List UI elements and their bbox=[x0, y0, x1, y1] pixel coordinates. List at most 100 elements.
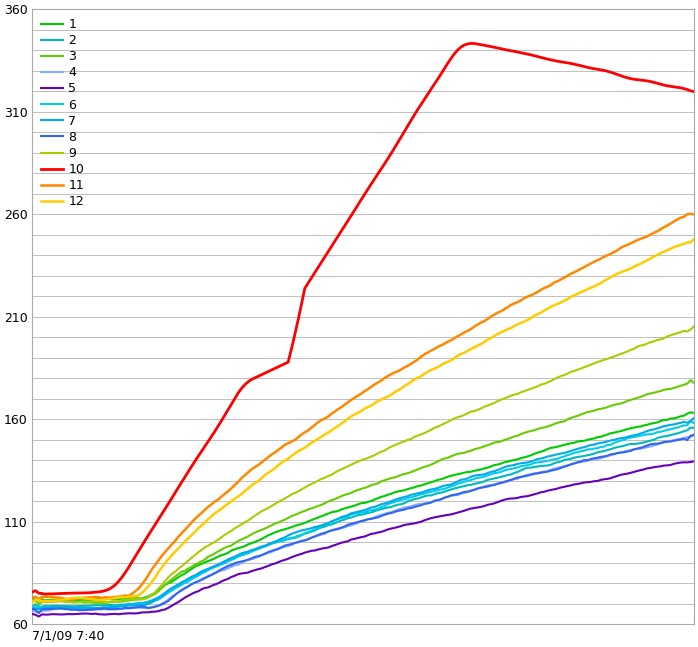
1 bbox=[637, 422, 645, 430]
12 bbox=[656, 249, 664, 257]
8 bbox=[71, 606, 80, 613]
11 bbox=[71, 595, 80, 603]
3 bbox=[637, 393, 645, 400]
Legend: 1, 2, 3, 4, 5, 6, 7, 8, 9, 10, 11, 12: 1, 2, 3, 4, 5, 6, 7, 8, 9, 10, 11, 12 bbox=[37, 14, 88, 212]
5 bbox=[154, 608, 163, 615]
9 bbox=[68, 598, 76, 606]
2 bbox=[633, 440, 641, 448]
Line: 12: 12 bbox=[32, 239, 694, 602]
7 bbox=[656, 423, 664, 431]
1 bbox=[207, 556, 216, 564]
11 bbox=[68, 596, 76, 604]
3 bbox=[71, 598, 80, 606]
4 bbox=[637, 444, 645, 452]
7 bbox=[690, 414, 698, 422]
3 bbox=[34, 600, 43, 608]
6 bbox=[686, 417, 695, 425]
6 bbox=[58, 605, 66, 613]
Line: 1: 1 bbox=[32, 412, 694, 600]
2 bbox=[68, 602, 76, 610]
11 bbox=[154, 556, 163, 564]
1 bbox=[31, 597, 40, 604]
9 bbox=[154, 585, 163, 593]
3 bbox=[690, 379, 698, 387]
7 bbox=[28, 606, 36, 613]
8 bbox=[154, 602, 163, 609]
5 bbox=[690, 457, 698, 465]
10 bbox=[41, 590, 50, 598]
1 bbox=[71, 596, 80, 604]
6 bbox=[31, 606, 40, 613]
9 bbox=[28, 598, 36, 606]
2 bbox=[54, 602, 63, 609]
11 bbox=[207, 500, 216, 508]
8 bbox=[34, 609, 43, 617]
4 bbox=[154, 602, 163, 609]
11 bbox=[690, 210, 698, 218]
2 bbox=[656, 433, 664, 441]
Line: 9: 9 bbox=[32, 327, 694, 602]
5 bbox=[660, 462, 668, 470]
10 bbox=[58, 589, 66, 597]
3 bbox=[28, 598, 36, 606]
3 bbox=[660, 386, 668, 393]
8 bbox=[207, 571, 216, 579]
4 bbox=[28, 606, 36, 614]
Line: 6: 6 bbox=[32, 421, 694, 609]
5 bbox=[34, 613, 43, 620]
10 bbox=[207, 433, 216, 441]
Line: 11: 11 bbox=[32, 214, 694, 600]
10 bbox=[663, 82, 671, 90]
10 bbox=[467, 39, 475, 47]
4 bbox=[58, 605, 66, 613]
1 bbox=[154, 586, 163, 594]
10 bbox=[28, 588, 36, 596]
Line: 7: 7 bbox=[32, 418, 694, 609]
7 bbox=[204, 565, 212, 573]
9 bbox=[660, 334, 668, 342]
8 bbox=[660, 438, 668, 446]
3 bbox=[207, 551, 216, 559]
5 bbox=[58, 611, 66, 619]
6 bbox=[71, 604, 80, 612]
2 bbox=[686, 424, 695, 432]
4 bbox=[71, 606, 80, 613]
9 bbox=[54, 597, 63, 604]
12 bbox=[690, 236, 698, 243]
7 bbox=[54, 604, 63, 611]
5 bbox=[207, 582, 216, 589]
Line: 3: 3 bbox=[32, 380, 694, 604]
12 bbox=[633, 261, 641, 269]
1 bbox=[686, 408, 695, 416]
Line: 2: 2 bbox=[32, 428, 694, 609]
3 bbox=[154, 587, 163, 595]
Line: 4: 4 bbox=[32, 434, 694, 613]
2 bbox=[151, 595, 159, 603]
7 bbox=[68, 604, 76, 611]
11 bbox=[54, 594, 63, 602]
Line: 8: 8 bbox=[32, 435, 694, 613]
4 bbox=[207, 571, 216, 578]
Line: 5: 5 bbox=[32, 461, 694, 617]
10 bbox=[690, 87, 698, 95]
3 bbox=[58, 597, 66, 605]
4 bbox=[660, 439, 668, 446]
6 bbox=[660, 427, 668, 435]
2 bbox=[690, 424, 698, 432]
9 bbox=[690, 323, 698, 331]
1 bbox=[690, 409, 698, 417]
9 bbox=[637, 342, 645, 349]
1 bbox=[28, 593, 36, 601]
6 bbox=[207, 564, 216, 572]
6 bbox=[28, 602, 36, 610]
6 bbox=[154, 596, 163, 604]
8 bbox=[690, 431, 698, 439]
X-axis label: 7/1/09 7:40: 7/1/09 7:40 bbox=[32, 630, 105, 643]
4 bbox=[34, 609, 43, 617]
12 bbox=[28, 598, 36, 606]
10 bbox=[640, 76, 648, 84]
4 bbox=[690, 430, 698, 438]
1 bbox=[660, 416, 668, 424]
6 bbox=[690, 419, 698, 427]
5 bbox=[637, 466, 645, 474]
